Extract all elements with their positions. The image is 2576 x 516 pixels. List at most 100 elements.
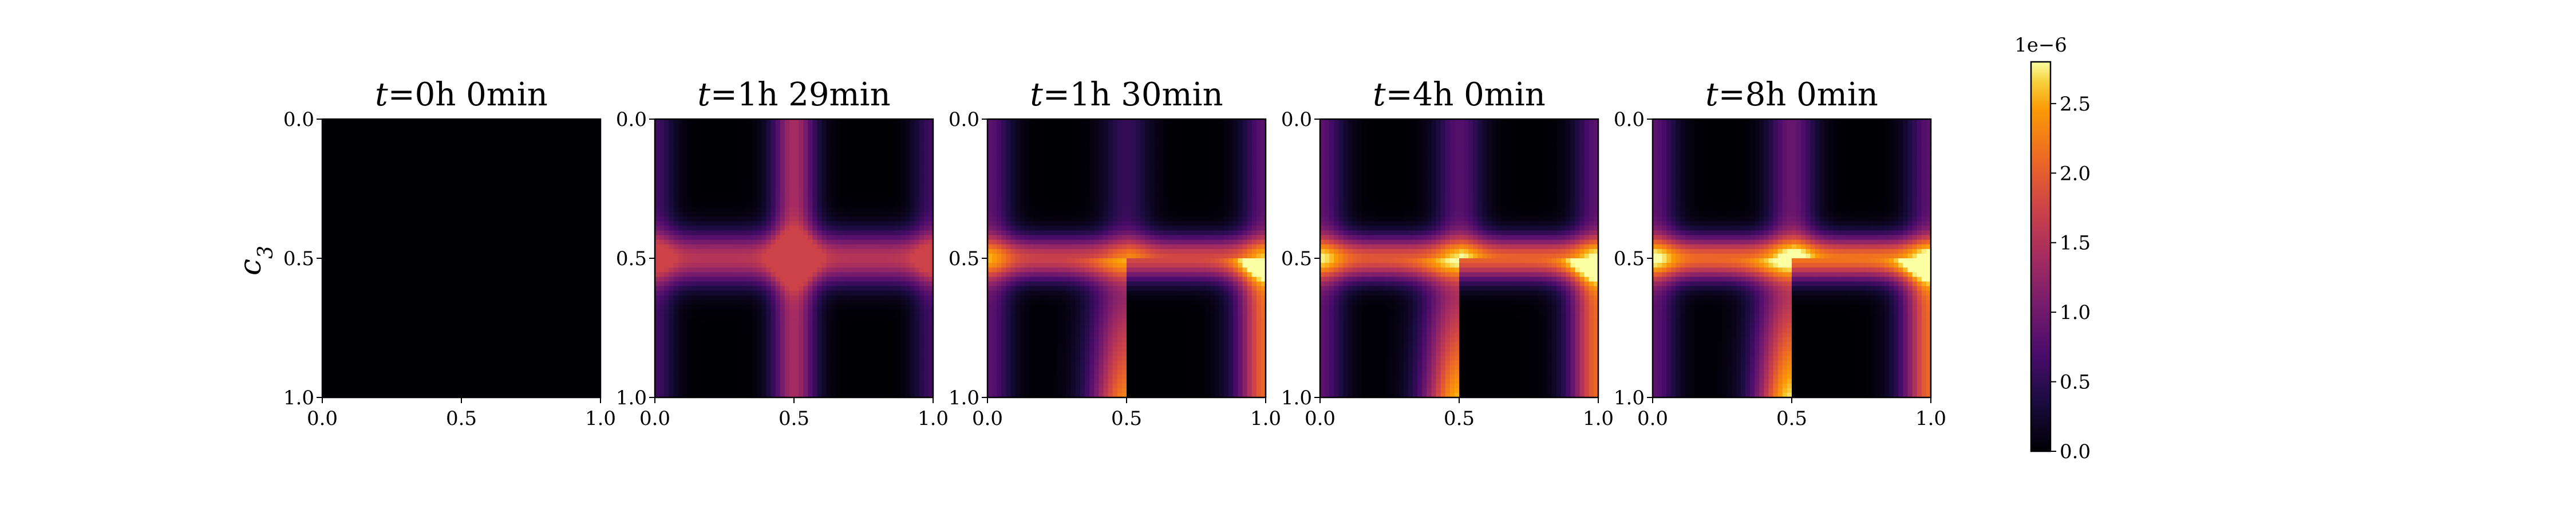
heatmap-cell	[429, 235, 434, 241]
heatmap-cell	[364, 346, 369, 352]
heatmap-cell	[429, 156, 434, 162]
heatmap-cell	[720, 133, 725, 138]
heatmap-cell	[540, 305, 546, 310]
heatmap-cell	[410, 388, 416, 393]
heatmap-cell	[461, 328, 467, 333]
heatmap-cell	[456, 346, 462, 352]
heatmap-cell	[696, 137, 702, 143]
heatmap-cell	[396, 392, 402, 398]
heatmap-cell	[378, 249, 383, 254]
heatmap-cell	[373, 295, 378, 301]
heatmap-cell	[471, 341, 476, 347]
heatmap-cell	[322, 133, 327, 138]
heatmap-cell	[595, 147, 601, 152]
heatmap-cell	[729, 175, 734, 180]
heatmap-cell	[812, 193, 818, 199]
heatmap-cell	[512, 244, 517, 250]
heatmap-cell	[586, 281, 592, 287]
heatmap-cell	[382, 314, 388, 319]
heatmap-cell	[850, 137, 855, 143]
heatmap-cell	[415, 323, 420, 329]
heatmap-cell	[354, 166, 360, 171]
heatmap-cell	[577, 267, 583, 273]
heatmap-cell	[549, 323, 555, 329]
heatmap-cell	[701, 202, 706, 208]
heatmap-cell	[923, 160, 929, 166]
heatmap-cell	[452, 133, 457, 138]
heatmap-cell	[757, 147, 762, 152]
heatmap-cell	[655, 156, 660, 162]
heatmap-cell	[678, 156, 683, 162]
heatmap-cell	[484, 137, 490, 143]
heatmap-cell	[396, 263, 402, 268]
heatmap-cell	[591, 249, 596, 254]
heatmap-cell	[761, 207, 767, 212]
heatmap-cell	[405, 128, 411, 133]
heatmap-cell	[336, 207, 341, 212]
heatmap-cell	[910, 170, 915, 175]
heatmap-cell	[845, 151, 850, 157]
heatmap-cell	[517, 383, 522, 389]
heatmap-cell	[729, 124, 734, 129]
heatmap-cell	[392, 314, 397, 319]
heatmap-cell	[471, 156, 476, 162]
heatmap-cell	[373, 332, 378, 338]
heatmap-cell	[900, 193, 906, 199]
heatmap-cell	[729, 188, 734, 194]
heatmap-cell	[489, 119, 495, 124]
heatmap-cell	[789, 128, 795, 133]
heatmap-cell	[503, 346, 508, 352]
heatmap-cell	[369, 300, 374, 305]
heatmap-cell	[701, 142, 706, 148]
heatmap-cell	[387, 244, 393, 250]
heatmap-cell	[526, 244, 532, 250]
heatmap-cell	[720, 160, 725, 166]
heatmap-cell	[872, 166, 878, 171]
heatmap-cell	[517, 184, 522, 190]
heatmap-cell	[364, 300, 369, 305]
heatmap-cell	[424, 147, 429, 152]
heatmap-cell	[780, 188, 785, 194]
heatmap-cell	[840, 179, 846, 184]
heatmap-cell	[568, 207, 573, 212]
heatmap-cell	[554, 175, 559, 180]
heatmap-cell	[489, 249, 495, 254]
heatmap-cell	[812, 156, 818, 162]
heatmap-cell	[682, 193, 688, 199]
heatmap-cell	[840, 137, 846, 143]
heatmap-cell	[354, 142, 360, 148]
heatmap-cell	[577, 221, 583, 226]
heatmap-cell	[812, 202, 818, 208]
heatmap-cell	[748, 137, 753, 143]
heatmap-cell	[498, 267, 504, 273]
heatmap-cell	[392, 356, 397, 361]
heatmap-cell	[803, 151, 808, 157]
heatmap-cell	[817, 119, 823, 124]
heatmap-cell	[715, 170, 720, 175]
heatmap-cell	[531, 290, 536, 296]
heatmap-cell	[831, 198, 836, 203]
heatmap-cell	[498, 179, 504, 184]
heatmap-cell	[503, 258, 508, 263]
heatmap-cell	[369, 365, 374, 370]
heatmap-cell	[512, 328, 517, 333]
heatmap-cell	[835, 202, 841, 208]
heatmap-cell	[738, 170, 744, 175]
heatmap-cell	[345, 151, 351, 157]
heatmap-cell	[364, 202, 369, 208]
heatmap-cell	[484, 314, 490, 319]
heatmap-cell	[498, 253, 504, 259]
heatmap-cell	[891, 156, 896, 162]
heatmap-cell	[336, 137, 341, 143]
heatmap-cell	[354, 124, 360, 129]
heatmap-cell	[405, 365, 411, 370]
heatmap-cell	[591, 198, 596, 203]
heatmap-cell	[350, 156, 355, 162]
heatmap-cell	[438, 188, 444, 194]
heatmap-cell	[559, 351, 564, 356]
heatmap-cell	[405, 318, 411, 324]
heatmap-cell	[354, 309, 360, 314]
heatmap-cell	[466, 133, 471, 138]
heatmap-cell	[493, 305, 499, 310]
heatmap-cell	[489, 156, 495, 162]
